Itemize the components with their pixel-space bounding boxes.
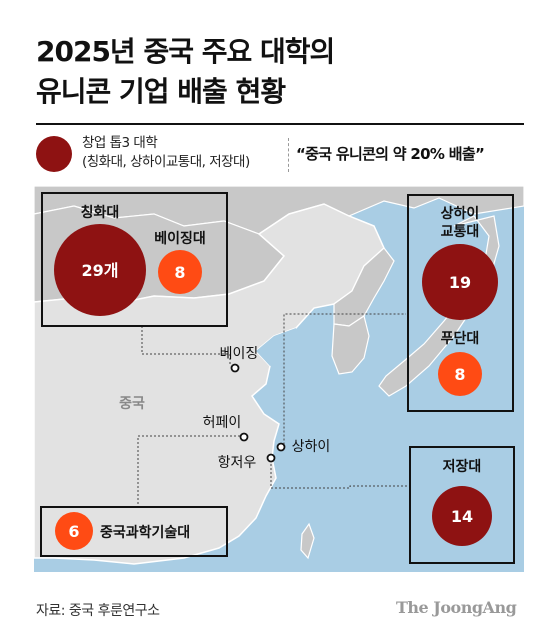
leader-lines xyxy=(137,313,410,506)
map-canvas: 칭화대 29개 베이징대 8 상하이 교통대 19 푸단대 8 저장대 14 6… xyxy=(34,186,524,565)
map: 칭화대 29개 베이징대 8 상하이 교통대 19 푸단대 8 저장대 14 6… xyxy=(34,186,524,572)
beijing-university-label: 베이징대 xyxy=(154,230,206,247)
leader-hefei xyxy=(137,435,240,506)
bohai-sea xyxy=(256,328,296,366)
taiwan-land xyxy=(300,522,315,560)
sjtu-label-2: 교통대 xyxy=(441,224,480,240)
legend-line-1: 창업 톱3 대학 xyxy=(82,135,158,151)
beijing-university-value: 8 xyxy=(174,263,185,282)
ustc-value: 6 xyxy=(68,522,79,541)
shanghai-marker xyxy=(276,442,286,452)
zju-value: 14 xyxy=(451,507,473,526)
hangzhou-city-label: 항저우 xyxy=(218,455,257,471)
leader-beijing xyxy=(141,326,231,366)
zju-label: 저장대 xyxy=(443,458,482,475)
beijing-university-box xyxy=(41,192,228,327)
fudan-value: 8 xyxy=(454,365,465,384)
beijing-university-bubble xyxy=(158,250,202,294)
hefei-city-label: 허페이 xyxy=(203,415,242,431)
shanghai-university-box xyxy=(407,194,514,412)
sjtu-value: 19 xyxy=(449,273,471,292)
beijing-city-label: 베이징 xyxy=(220,346,259,362)
south-korea-land xyxy=(331,315,370,375)
beijing-marker xyxy=(230,363,240,373)
sjtu-label-1: 상하이 xyxy=(441,205,480,222)
headline-line-2: 유니콘 기업 배출 현황 xyxy=(36,75,286,108)
ustc-bubble xyxy=(55,512,93,550)
legend-divider xyxy=(288,138,289,172)
legend-top3-swatch xyxy=(36,136,72,172)
legend-line-2: (칭화대, 상하이교통대, 저장대) xyxy=(82,154,250,170)
leader-hangzhou xyxy=(270,460,410,489)
fudan-label: 푸단대 xyxy=(441,330,480,347)
tsinghua-value: 29개 xyxy=(82,261,119,280)
tsinghua-bubble xyxy=(54,224,146,316)
china-country-label: 중국 xyxy=(119,396,145,412)
hefei-marker xyxy=(239,432,249,442)
fudan-bubble xyxy=(438,352,482,396)
zju-bubble xyxy=(432,486,492,546)
hangzhou-marker xyxy=(266,453,276,463)
shanghai-city-label: 상하이 xyxy=(292,439,331,455)
publisher-logo: The JoongAng xyxy=(396,598,517,617)
headline-quote: “중국 유니콘의 약 20% 배출” xyxy=(296,145,485,163)
zju-box xyxy=(409,446,515,564)
ustc-label: 중국과학기술대 xyxy=(100,525,190,541)
headline-line-1: 2025년 중국 주요 대학의 xyxy=(36,35,335,68)
sjtu-bubble xyxy=(422,244,498,320)
source-credit: 자료: 중국 후룬연구소 xyxy=(36,603,160,619)
headline-divider xyxy=(36,123,524,125)
tsinghua-label: 칭화대 xyxy=(81,205,120,221)
ustc-box xyxy=(40,506,228,557)
headline: 2025년 중국 주요 대학의 유니콘 기업 배출 현황 xyxy=(36,32,516,112)
legend-text: 창업 톱3 대학 (칭화대, 상하이교통대, 저장대) xyxy=(82,134,250,172)
